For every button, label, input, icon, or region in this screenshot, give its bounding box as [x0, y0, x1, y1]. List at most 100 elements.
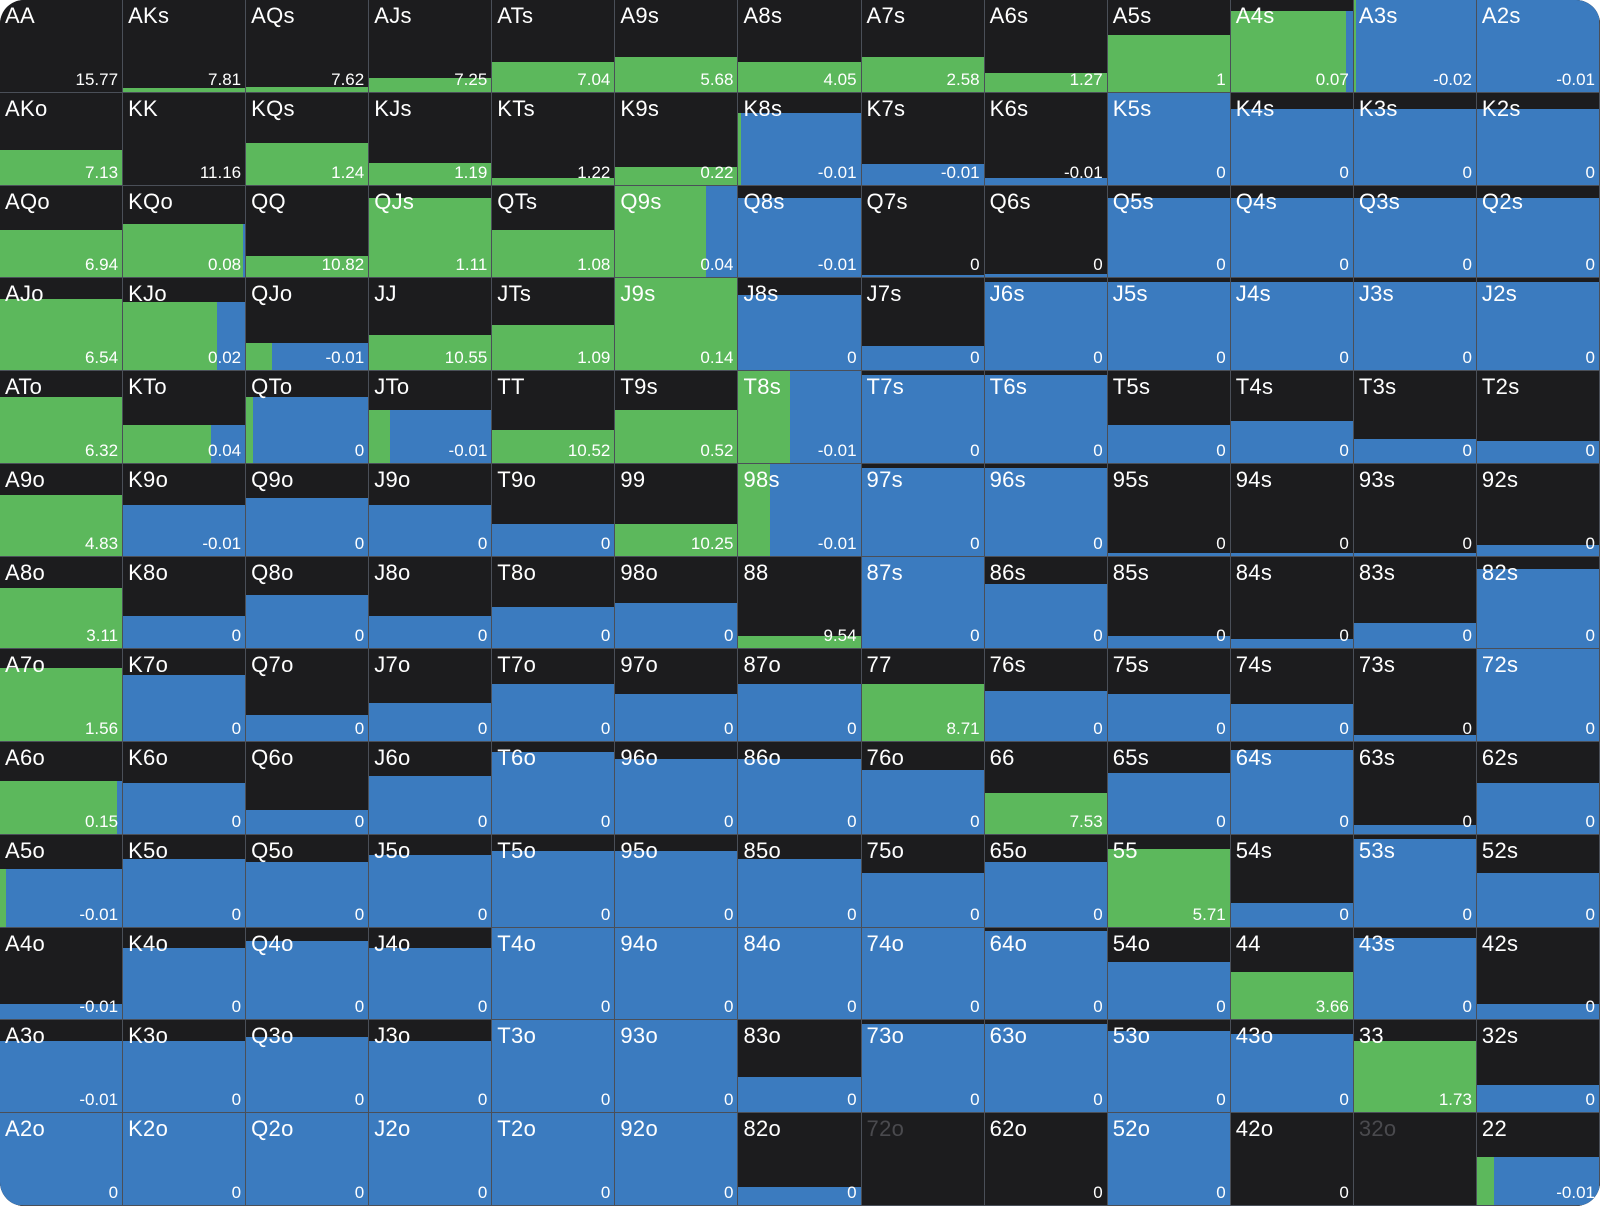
hand-cell[interactable]: KK 11.16 — [123, 92, 247, 186]
hand-cell[interactable]: K8s -0.01 — [738, 92, 862, 186]
hand-cell[interactable]: AJs 7.25 — [369, 0, 493, 93]
hand-cell[interactable]: 72o — [861, 1113, 985, 1206]
hand-cell[interactable]: AKo 7.13 — [0, 92, 124, 186]
hand-cell[interactable]: T7s 0 — [861, 371, 985, 464]
hand-cell[interactable]: 54s 0 — [1230, 834, 1354, 928]
hand-cell[interactable]: 73o 0 — [861, 1020, 985, 1114]
hand-cell[interactable]: 62o 0 — [984, 1113, 1108, 1206]
hand-cell[interactable]: Q7o 0 — [246, 649, 370, 743]
hand-cell[interactable]: A7s 2.58 — [861, 0, 985, 93]
hand-cell[interactable]: K5s 0 — [1107, 92, 1231, 186]
hand-cell[interactable]: A7o 1.56 — [0, 649, 124, 743]
hand-cell[interactable]: J6o 0 — [369, 742, 493, 835]
hand-cell[interactable]: A4o -0.01 — [0, 927, 124, 1021]
hand-cell[interactable]: Q7s 0 — [861, 185, 985, 279]
hand-cell[interactable]: T6s 0 — [984, 371, 1108, 464]
hand-cell[interactable]: A5o -0.01 — [0, 834, 124, 928]
hand-cell[interactable]: T3o 0 — [492, 1020, 616, 1114]
hand-cell[interactable]: ATo 6.32 — [0, 371, 124, 464]
hand-cell[interactable]: Q9o 0 — [246, 463, 370, 557]
hand-cell[interactable]: K7o 0 — [123, 649, 247, 743]
hand-cell[interactable]: KTs 1.22 — [492, 92, 616, 186]
hand-cell[interactable]: T2o 0 — [492, 1113, 616, 1206]
hand-cell[interactable]: J3o 0 — [369, 1020, 493, 1114]
hand-cell[interactable]: 64o 0 — [984, 927, 1108, 1021]
hand-cell[interactable]: 43o 0 — [1230, 1020, 1354, 1114]
hand-cell[interactable]: JTs 1.09 — [492, 278, 616, 372]
hand-cell[interactable]: AJo 6.54 — [0, 278, 124, 372]
hand-cell[interactable]: T2s 0 — [1476, 371, 1600, 464]
hand-cell[interactable]: K3s 0 — [1353, 92, 1477, 186]
hand-cell[interactable]: 52s 0 — [1476, 834, 1600, 928]
hand-cell[interactable]: 83o 0 — [738, 1020, 862, 1114]
hand-cell[interactable]: Q8o 0 — [246, 556, 370, 650]
hand-cell[interactable]: Q6s 0 — [984, 185, 1108, 279]
hand-cell[interactable]: J7o 0 — [369, 649, 493, 743]
hand-cell[interactable]: 73s 0 — [1353, 649, 1477, 743]
hand-cell[interactable]: Q4o 0 — [246, 927, 370, 1021]
hand-cell[interactable]: J2o 0 — [369, 1113, 493, 1206]
hand-cell[interactable]: Q3s 0 — [1353, 185, 1477, 279]
hand-cell[interactable]: J2s 0 — [1476, 278, 1600, 372]
hand-cell[interactable]: 87o 0 — [738, 649, 862, 743]
hand-cell[interactable]: QJo -0.01 — [246, 278, 370, 372]
hand-cell[interactable]: AQo 6.94 — [0, 185, 124, 279]
hand-cell[interactable]: K8o 0 — [123, 556, 247, 650]
hand-cell[interactable]: Q2s 0 — [1476, 185, 1600, 279]
hand-cell[interactable]: 54o 0 — [1107, 927, 1231, 1021]
hand-cell[interactable]: KTo 0.04 — [123, 371, 247, 464]
hand-cell[interactable]: J5o 0 — [369, 834, 493, 928]
hand-cell[interactable]: 96o 0 — [615, 742, 739, 835]
hand-cell[interactable]: T5s 0 — [1107, 371, 1231, 464]
hand-cell[interactable]: J4o 0 — [369, 927, 493, 1021]
hand-cell[interactable]: Q6o 0 — [246, 742, 370, 835]
hand-cell[interactable]: 72s 0 — [1476, 649, 1600, 743]
hand-cell[interactable]: K2s 0 — [1476, 92, 1600, 186]
hand-cell[interactable]: A6o 0.15 — [0, 742, 124, 835]
hand-cell[interactable]: 74o 0 — [861, 927, 985, 1021]
hand-cell[interactable]: 55 5.71 — [1107, 834, 1231, 928]
hand-cell[interactable]: 86o 0 — [738, 742, 862, 835]
hand-cell[interactable]: 94s 0 — [1230, 463, 1354, 557]
hand-cell[interactable]: T3s 0 — [1353, 371, 1477, 464]
hand-cell[interactable]: 97s 0 — [861, 463, 985, 557]
hand-cell[interactable]: 64s 0 — [1230, 742, 1354, 835]
hand-cell[interactable]: 76s 0 — [984, 649, 1108, 743]
hand-cell[interactable]: 62s 0 — [1476, 742, 1600, 835]
hand-cell[interactable]: 93s 0 — [1353, 463, 1477, 557]
hand-cell[interactable]: 63s 0 — [1353, 742, 1477, 835]
hand-cell[interactable]: 42o 0 — [1230, 1113, 1354, 1206]
hand-cell[interactable]: 84s 0 — [1230, 556, 1354, 650]
hand-cell[interactable]: KJs 1.19 — [369, 92, 493, 186]
hand-cell[interactable]: Q3o 0 — [246, 1020, 370, 1114]
hand-cell[interactable]: 93o 0 — [615, 1020, 739, 1114]
hand-cell[interactable]: Q8s -0.01 — [738, 185, 862, 279]
hand-cell[interactable]: Q2o 0 — [246, 1113, 370, 1206]
hand-cell[interactable]: QQ 10.82 — [246, 185, 370, 279]
hand-cell[interactable]: 82s 0 — [1476, 556, 1600, 650]
hand-cell[interactable]: 53o 0 — [1107, 1020, 1231, 1114]
hand-cell[interactable]: K9s 0.22 — [615, 92, 739, 186]
hand-cell[interactable]: A3s -0.02 — [1353, 0, 1477, 93]
hand-cell[interactable]: T8s -0.01 — [738, 371, 862, 464]
hand-cell[interactable]: J9s 0.14 — [615, 278, 739, 372]
hand-cell[interactable]: J9o 0 — [369, 463, 493, 557]
hand-cell[interactable]: T9s 0.52 — [615, 371, 739, 464]
hand-cell[interactable]: 63o 0 — [984, 1020, 1108, 1114]
hand-cell[interactable]: 32s 0 — [1476, 1020, 1600, 1114]
hand-cell[interactable]: A3o -0.01 — [0, 1020, 124, 1114]
hand-cell[interactable]: 92s 0 — [1476, 463, 1600, 557]
hand-cell[interactable]: 75s 0 — [1107, 649, 1231, 743]
hand-cell[interactable]: TT 10.52 — [492, 371, 616, 464]
hand-cell[interactable]: A8s 4.05 — [738, 0, 862, 93]
hand-cell[interactable]: 43s 0 — [1353, 927, 1477, 1021]
hand-cell[interactable]: 76o 0 — [861, 742, 985, 835]
hand-cell[interactable]: K9o -0.01 — [123, 463, 247, 557]
hand-cell[interactable]: AA 15.77 — [0, 0, 124, 93]
hand-cell[interactable]: A4s 0.07 — [1230, 0, 1354, 93]
hand-cell[interactable]: A6s 1.27 — [984, 0, 1108, 93]
hand-cell[interactable]: J3s 0 — [1353, 278, 1477, 372]
hand-cell[interactable]: QJs 1.11 — [369, 185, 493, 279]
hand-cell[interactable]: T7o 0 — [492, 649, 616, 743]
hand-cell[interactable]: K6o 0 — [123, 742, 247, 835]
